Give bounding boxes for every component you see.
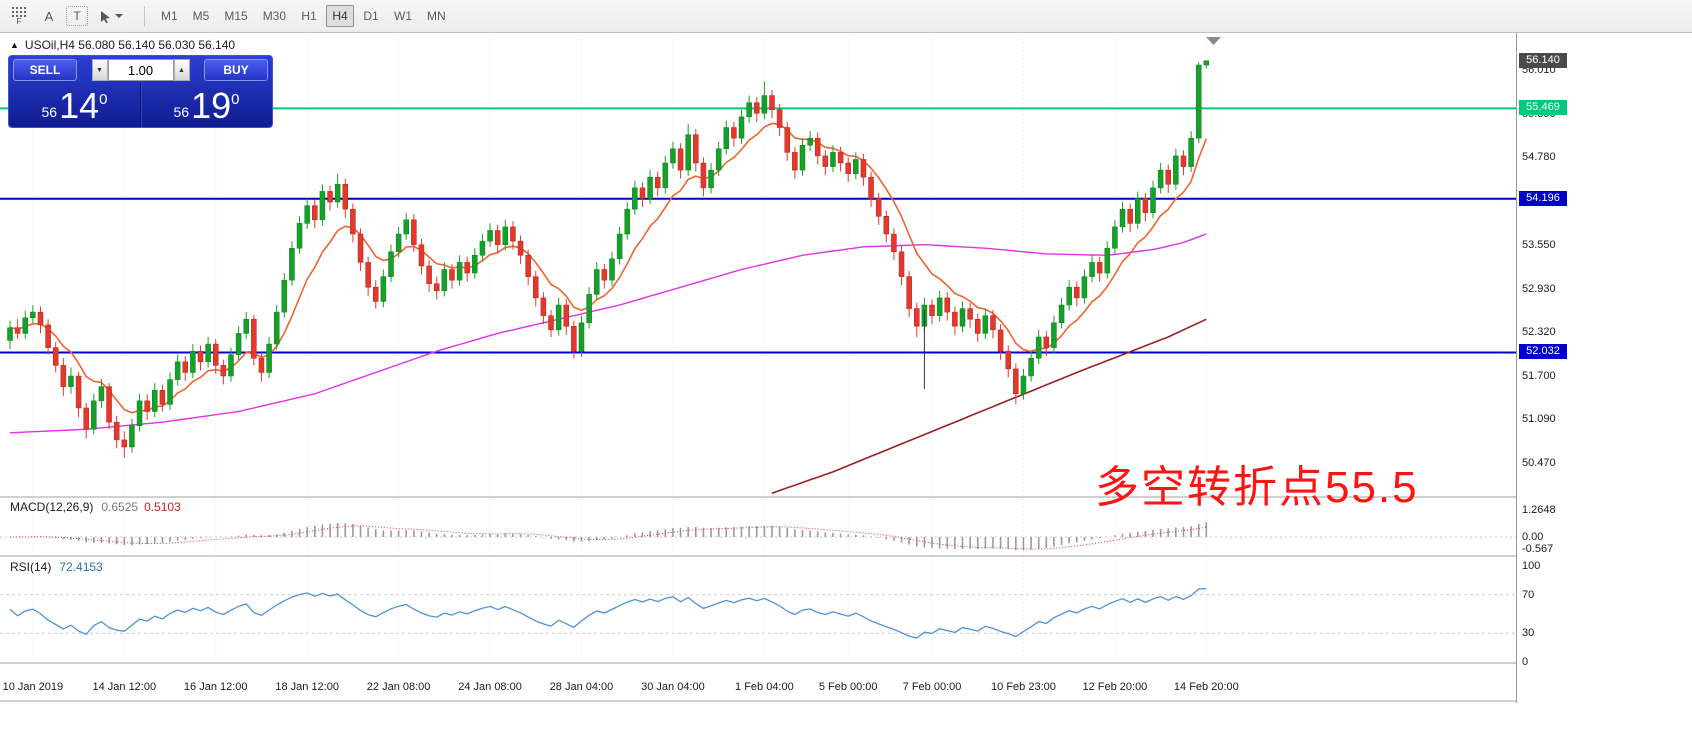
- text-box-tool-button[interactable]: T: [66, 6, 88, 26]
- price-tag-current: 56.140: [1519, 52, 1567, 68]
- volume-stepper: ▼ ▲: [91, 59, 190, 81]
- chevron-down-icon: [115, 14, 123, 18]
- text-box-t: T: [73, 9, 81, 23]
- time-axis-label: 16 Jan 12:00: [184, 681, 248, 693]
- main-chart[interactable]: 10 Jan 2019 14 Jan 12:00 16 Jan 12:00 18 Ja…: [0, 33, 1516, 703]
- rsi-name: RSI(14): [10, 560, 52, 574]
- timeframe-button-h1[interactable]: H1: [301, 9, 317, 23]
- chart-window: 10 Jan 2019 14 Jan 12:00 16 Jan 12:00 18 Ja…: [0, 33, 1592, 703]
- toolbar-separator: [144, 6, 145, 26]
- time-axis-label: 7 Feb 00:00: [903, 681, 962, 693]
- timeframe-button-m1[interactable]: M1: [161, 9, 178, 23]
- symbol-ohlc-line: ▲ USOil,H4 56.080 56.140 56.030 56.140: [10, 38, 235, 52]
- time-axis-label: 14 Jan 12:00: [92, 681, 156, 693]
- price-divider: [140, 83, 141, 127]
- rsi-value: 72.4153: [59, 560, 103, 574]
- ask-price-big: 19: [191, 85, 232, 126]
- bid-price-sup: 0: [99, 91, 108, 108]
- axis-label: -0.567: [1522, 543, 1554, 556]
- timeframe-button-mn[interactable]: MN: [427, 9, 446, 23]
- volume-up-button[interactable]: ▲: [173, 59, 190, 81]
- axis-label: 53.550: [1522, 238, 1556, 251]
- timeframe-button-w1[interactable]: W1: [394, 9, 413, 23]
- cursor-arrow-icon: [101, 10, 110, 23]
- ask-price-sup: 0: [231, 91, 240, 108]
- axis-label: 54.780: [1522, 151, 1556, 164]
- ask-price[interactable]: 56 19 0: [141, 83, 272, 127]
- volume-down-button[interactable]: ▼: [91, 59, 108, 81]
- timeframe-button-d1[interactable]: D1: [363, 9, 379, 23]
- timeframe-group: M1 M5 M15 M30 H1 H4 D1 W1 MN: [155, 5, 455, 27]
- bid-price-big: 14: [59, 85, 100, 126]
- axis-label: 70: [1522, 588, 1535, 601]
- text-label-a: A: [44, 8, 54, 24]
- time-axis-label: 22 Jan 08:00: [367, 681, 431, 693]
- sell-button[interactable]: SELL: [13, 59, 77, 81]
- macd-label: MACD(12,26,9) 0.6525 0.5103: [10, 500, 181, 514]
- buy-button[interactable]: BUY: [204, 59, 268, 81]
- time-axis-label: 10 Jan 2019: [3, 681, 64, 693]
- price-tag-blue: 52.032: [1519, 344, 1567, 360]
- timeframe-button-h4[interactable]: H4: [326, 5, 355, 27]
- time-axis-label: 10 Feb 23:00: [991, 681, 1056, 693]
- time-axis-label: 24 Jan 08:00: [458, 681, 522, 693]
- timeframe-button-m15[interactable]: M15: [224, 9, 248, 23]
- bid-price-prefix: 56: [41, 104, 58, 120]
- rsi-label: RSI(14) 72.4153: [10, 560, 103, 574]
- arrow-tool-button[interactable]: [92, 4, 130, 28]
- volume-input[interactable]: [107, 59, 174, 81]
- axis-label: 52.930: [1522, 282, 1556, 295]
- time-axis-label: 5 Feb 00:00: [819, 681, 878, 693]
- axis-label: 51.090: [1522, 413, 1556, 426]
- macd-signal-value: 0.5103: [144, 500, 181, 514]
- ask-price-prefix: 56: [173, 104, 190, 120]
- axis-label: 0.00: [1522, 531, 1544, 543]
- one-click-trading-panel: SELL ▼ ▲ BUY 56 14 0 56 19 0: [8, 55, 273, 128]
- axis-label: 50.470: [1522, 457, 1556, 470]
- one-click-toggle-icon[interactable]: ▲: [10, 40, 19, 50]
- price-tag-green: 55.469: [1519, 100, 1567, 116]
- price-tag-blue: 54.196: [1519, 190, 1567, 206]
- axis-label: 1.2648: [1522, 504, 1556, 517]
- macd-main-value: 0.6525: [101, 500, 139, 514]
- timeframe-button-m5[interactable]: M5: [192, 9, 210, 23]
- time-axis-label: 14 Feb 20:00: [1174, 681, 1239, 693]
- timeframe-button-m30[interactable]: M30: [262, 9, 287, 23]
- chart-annotation-text: 多空转折点55.5: [1095, 463, 1419, 512]
- grid-f-tool-button[interactable]: F: [6, 4, 32, 28]
- time-axis-label: 12 Feb 20:00: [1082, 681, 1147, 693]
- axis-label: 52.320: [1522, 325, 1556, 338]
- axis-label: 100: [1522, 560, 1541, 572]
- macd-name: MACD(12,26,9): [10, 500, 94, 514]
- top-toolbar: F A T M1 M5 M15 M30 H1 H4 D1 W1 MN: [0, 0, 1692, 33]
- time-axis-label: 28 Jan 04:00: [550, 681, 614, 693]
- axis-label: 30: [1522, 627, 1535, 640]
- time-axis-label: 1 Feb 04:00: [735, 681, 794, 693]
- bid-price[interactable]: 56 14 0: [9, 83, 140, 127]
- time-axis-label: 30 Jan 04:00: [641, 681, 705, 693]
- text-label-tool-button[interactable]: A: [36, 4, 62, 28]
- price-axis[interactable]: 56.01055.39054.78054.16053.55052.93052.3…: [1516, 33, 1592, 703]
- time-axis-label: 18 Jan 12:00: [275, 681, 339, 693]
- axis-label: 51.700: [1522, 370, 1556, 382]
- dot-grid-icon: [12, 6, 26, 17]
- symbol-ohlc-text: USOil,H4 56.080 56.140 56.030 56.140: [24, 38, 236, 52]
- grid-f-label: F: [16, 16, 22, 26]
- axis-label: 0: [1522, 656, 1529, 668]
